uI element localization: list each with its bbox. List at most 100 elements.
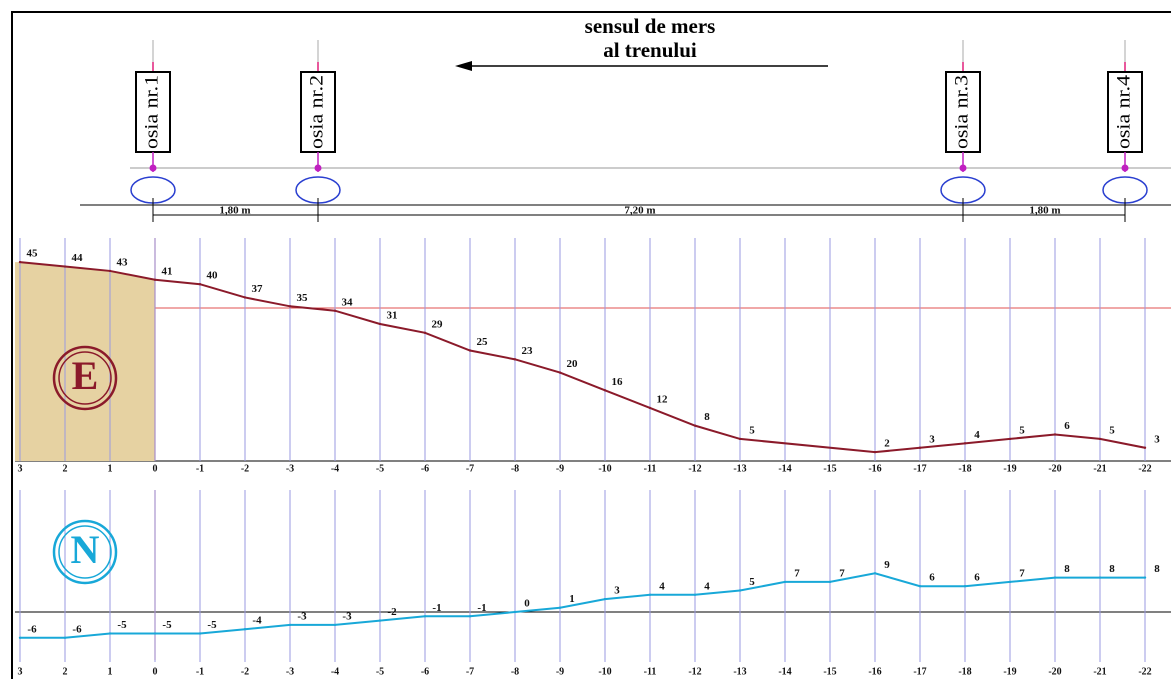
profile-point	[108, 269, 112, 273]
symbol-ring	[52, 345, 118, 411]
value-label: 6	[974, 572, 980, 584]
value-label: 8	[704, 411, 710, 423]
value-label: 12	[657, 393, 669, 405]
value-label: 40	[207, 270, 219, 282]
value-label: 34	[342, 296, 354, 308]
symbol-ring	[58, 525, 112, 579]
title-line: al trenului	[603, 38, 697, 62]
axle-label: osia nr.3	[951, 75, 972, 149]
x-tick-label: 0	[153, 463, 158, 474]
x-tick-label: -2	[241, 463, 249, 474]
profile-point	[783, 580, 787, 584]
profile-point	[828, 580, 832, 584]
value-label: -3	[297, 610, 307, 622]
x-tick-label: 1	[108, 463, 113, 474]
value-label: 29	[432, 318, 444, 330]
value-label: 7	[1019, 567, 1025, 579]
x-tick-label: -14	[778, 463, 791, 474]
profile-point	[1098, 437, 1102, 441]
arrow-head	[455, 61, 472, 71]
profile-point	[603, 389, 607, 392]
value-label: 4	[974, 429, 980, 441]
x-tick-label: -6	[421, 666, 429, 677]
value-label: 4	[704, 580, 710, 592]
profile-point	[153, 278, 157, 281]
x-tick-label: 0	[153, 666, 158, 677]
x-tick-label: 3	[18, 463, 23, 474]
x-tick-label: -4	[331, 666, 339, 677]
value-label: 20	[567, 358, 579, 370]
x-tick-label: -11	[644, 463, 657, 474]
profile-point	[198, 283, 202, 286]
x-tick-label: -15	[823, 463, 836, 474]
profile-point	[693, 593, 697, 596]
value-label: -5	[207, 619, 217, 631]
profile-point	[63, 636, 67, 639]
profile-point	[423, 331, 427, 335]
profile-point	[738, 589, 742, 592]
profile-point	[423, 615, 427, 618]
value-label: 5	[1109, 424, 1115, 436]
value-label: 43	[117, 256, 129, 268]
value-label: -5	[117, 619, 127, 631]
profile-point	[1143, 576, 1147, 579]
value-label: 2	[884, 438, 890, 450]
x-tick-label: -18	[958, 666, 971, 677]
profile-point	[558, 606, 562, 609]
x-tick-label: -1	[196, 463, 204, 474]
value-label: 4	[659, 580, 665, 592]
value-label: 7	[794, 567, 800, 579]
x-tick-label: -8	[511, 463, 519, 474]
x-tick-label: -13	[733, 463, 746, 474]
x-tick-label: -10	[598, 463, 611, 474]
x-tick-label: -5	[376, 463, 384, 474]
profile-point	[1053, 433, 1057, 436]
profile-point	[198, 632, 202, 635]
symbol-ring	[52, 519, 118, 585]
profile-point	[378, 322, 382, 326]
profile-point	[378, 619, 382, 622]
x-tick-label: -18	[958, 463, 971, 474]
profile-line	[19, 261, 1146, 454]
value-label: 3	[929, 433, 935, 445]
axle-dot	[149, 164, 157, 172]
x-tick-label: -7	[466, 666, 474, 677]
symbol-ring	[58, 351, 112, 405]
profile-point	[108, 632, 112, 635]
profile-point	[513, 358, 517, 361]
axle-box	[135, 71, 171, 153]
profile-point	[153, 632, 157, 635]
axle-dot	[1121, 164, 1129, 172]
value-label: 31	[387, 310, 398, 322]
x-tick-label: -6	[421, 463, 429, 474]
x-tick-label: -3	[286, 463, 294, 474]
value-label: 8	[1109, 563, 1115, 575]
value-label: 3	[614, 585, 620, 597]
profile-point	[738, 437, 742, 441]
value-label: 8	[1064, 563, 1070, 575]
value-label: 1	[569, 593, 575, 605]
value-label: 8	[1154, 563, 1160, 575]
x-tick-label: -2	[241, 666, 249, 677]
x-tick-label: -19	[1003, 463, 1016, 474]
x-tick-label: -1	[196, 666, 204, 677]
x-tick-label: -19	[1003, 666, 1016, 677]
value-label: 6	[1064, 420, 1070, 432]
profile-point	[1143, 446, 1147, 449]
value-label: 25	[477, 336, 489, 348]
x-tick-label: -14	[778, 666, 791, 677]
axle-label: osia nr.2	[306, 75, 327, 149]
symbol-letter: E	[72, 353, 99, 398]
profile-line	[20, 572, 1145, 639]
x-tick-label: -4	[331, 463, 339, 474]
value-label: -5	[162, 619, 172, 631]
axle-dot	[314, 164, 322, 172]
x-tick-label: -12	[688, 463, 701, 474]
x-tick-label: -8	[511, 666, 519, 677]
x-tick-label: -16	[868, 666, 881, 677]
x-tick-label: -12	[688, 666, 701, 677]
profile-point	[918, 446, 922, 449]
value-label: 16	[612, 376, 624, 388]
